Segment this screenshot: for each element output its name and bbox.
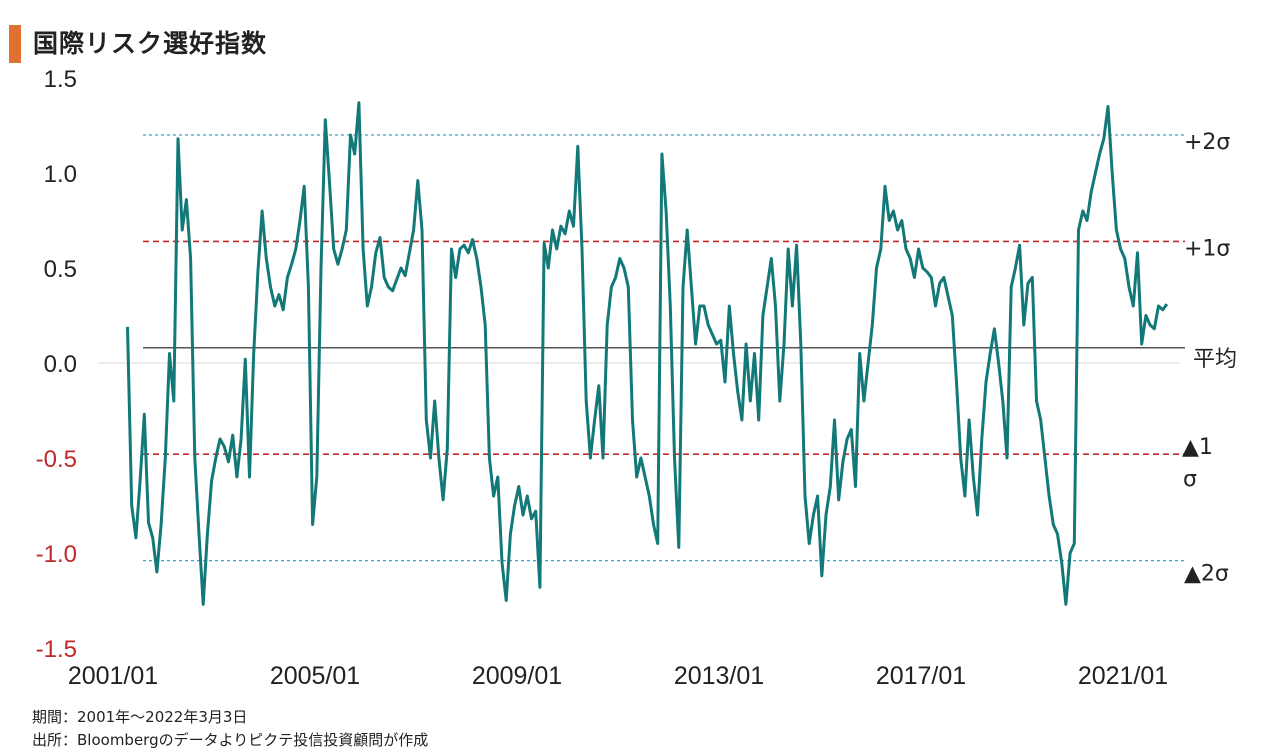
chart-title: 国際リスク選好指数 [33,29,268,58]
y-axis-ticks: 1.5 1.0 0.5 0.0 -0.5 -1.0 -1.5 [36,66,77,663]
reference-label: 平均 [1193,347,1237,372]
x-tick-label: 2005/01 [270,662,360,690]
chart-area: 1.51.00.50.0-0.5-1.0-1.5 2001/01 2005/01 2… [36,66,1237,690]
x-tick-label: 2013/01 [674,662,764,690]
reference-label: σ [1183,467,1197,492]
y-tick-label: 1.5 [44,66,77,93]
reference-label: ▲1 [1182,435,1213,460]
y-tick-label: -1.5 [36,636,77,663]
reference-label: ▲2σ [1184,562,1229,587]
title-accent-bar [9,25,21,63]
y-tick-label: 1.0 [44,161,77,188]
x-tick-label: 2021/01 [1078,662,1168,690]
x-tick-label: 2001/01 [68,662,158,690]
y-tick-label: 0.5 [44,256,77,283]
y-tick-label: -0.5 [36,446,77,473]
series-line [126,101,1169,606]
reference-label: +2σ [1184,130,1230,155]
x-tick-label: 2017/01 [876,662,966,690]
y-tick-label: 0.0 [44,351,77,378]
x-axis-ticks: 2001/01 2005/01 2009/01 2013/01 2017/01 2021/… [68,662,1168,690]
x-tick-label: 2009/01 [472,662,562,690]
source-note: 出所：Bloombergのデータよりピクテ投信投資顧問が作成 [32,731,429,749]
period-note: 期間：2001年～2022年3月3日 [32,708,248,726]
y-tick-label: -1.0 [36,541,77,568]
reference-labels: +2σ +1σ 平均 ▲1 σ ▲2σ [1182,130,1237,587]
reference-label: +1σ [1184,236,1230,261]
